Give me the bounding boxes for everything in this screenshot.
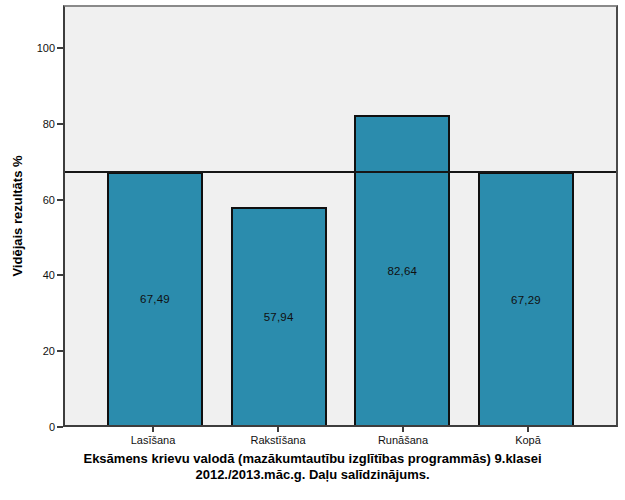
y-axis: 020406080100 — [0, 5, 63, 427]
chart-title-line-2: 2012./2013.māc.g. Daļu salīdzinājums. — [0, 467, 625, 483]
x-tick-mark — [152, 427, 154, 432]
bar-value-label: 67,49 — [140, 293, 170, 305]
chart-title-line-1: Eksāmens krievu valodā (mazākumtautību i… — [0, 451, 625, 467]
y-tick: 40 — [43, 269, 63, 281]
y-tick-label: 20 — [43, 345, 55, 357]
bar-value-label: 67,29 — [511, 294, 541, 306]
bar: 82,64 — [354, 115, 450, 425]
bars-container: 67,49 57,94 82,64 67,29 — [65, 7, 616, 425]
bar-value-label: 57,94 — [264, 311, 294, 323]
x-category: Rakstīšana — [230, 427, 326, 446]
x-category: Lasīšana — [105, 427, 201, 446]
x-tick-mark — [402, 427, 404, 432]
y-tick: 100 — [37, 42, 63, 54]
x-tick-mark — [277, 427, 279, 432]
x-category-label: Lasīšana — [131, 434, 176, 446]
bar-value-label: 82,64 — [387, 265, 417, 277]
x-category-label: Rakstīšana — [250, 434, 305, 446]
x-category: Kopā — [480, 427, 576, 446]
x-category-label: Runāšana — [378, 434, 428, 446]
y-tick: 80 — [43, 118, 63, 130]
y-tick-label: 60 — [43, 194, 55, 206]
bar: 67,29 — [478, 172, 574, 425]
y-tick-label: 80 — [43, 118, 55, 130]
y-tick: 0 — [49, 421, 63, 433]
x-category-label: Kopā — [515, 434, 541, 446]
reference-line — [65, 171, 616, 173]
x-axis: Lasīšana Rakstīšana Runāšana Kopā — [63, 427, 618, 446]
y-tick-label: 100 — [37, 42, 55, 54]
bar: 67,49 — [107, 172, 203, 425]
y-tick: 60 — [43, 194, 63, 206]
chart-title: Eksāmens krievu valodā (mazākumtautību i… — [0, 451, 625, 482]
x-category: Runāšana — [355, 427, 451, 446]
bar-chart-figure: Vidējais rezultāts % 020406080100 67,495… — [0, 0, 625, 500]
x-tick-mark — [527, 427, 529, 432]
y-tick: 20 — [43, 345, 63, 357]
y-tick-label: 40 — [43, 269, 55, 281]
plot-area: 67,49 57,94 82,64 67,29 — [63, 5, 618, 427]
bar: 57,94 — [231, 207, 327, 425]
y-tick-label: 0 — [49, 421, 55, 433]
